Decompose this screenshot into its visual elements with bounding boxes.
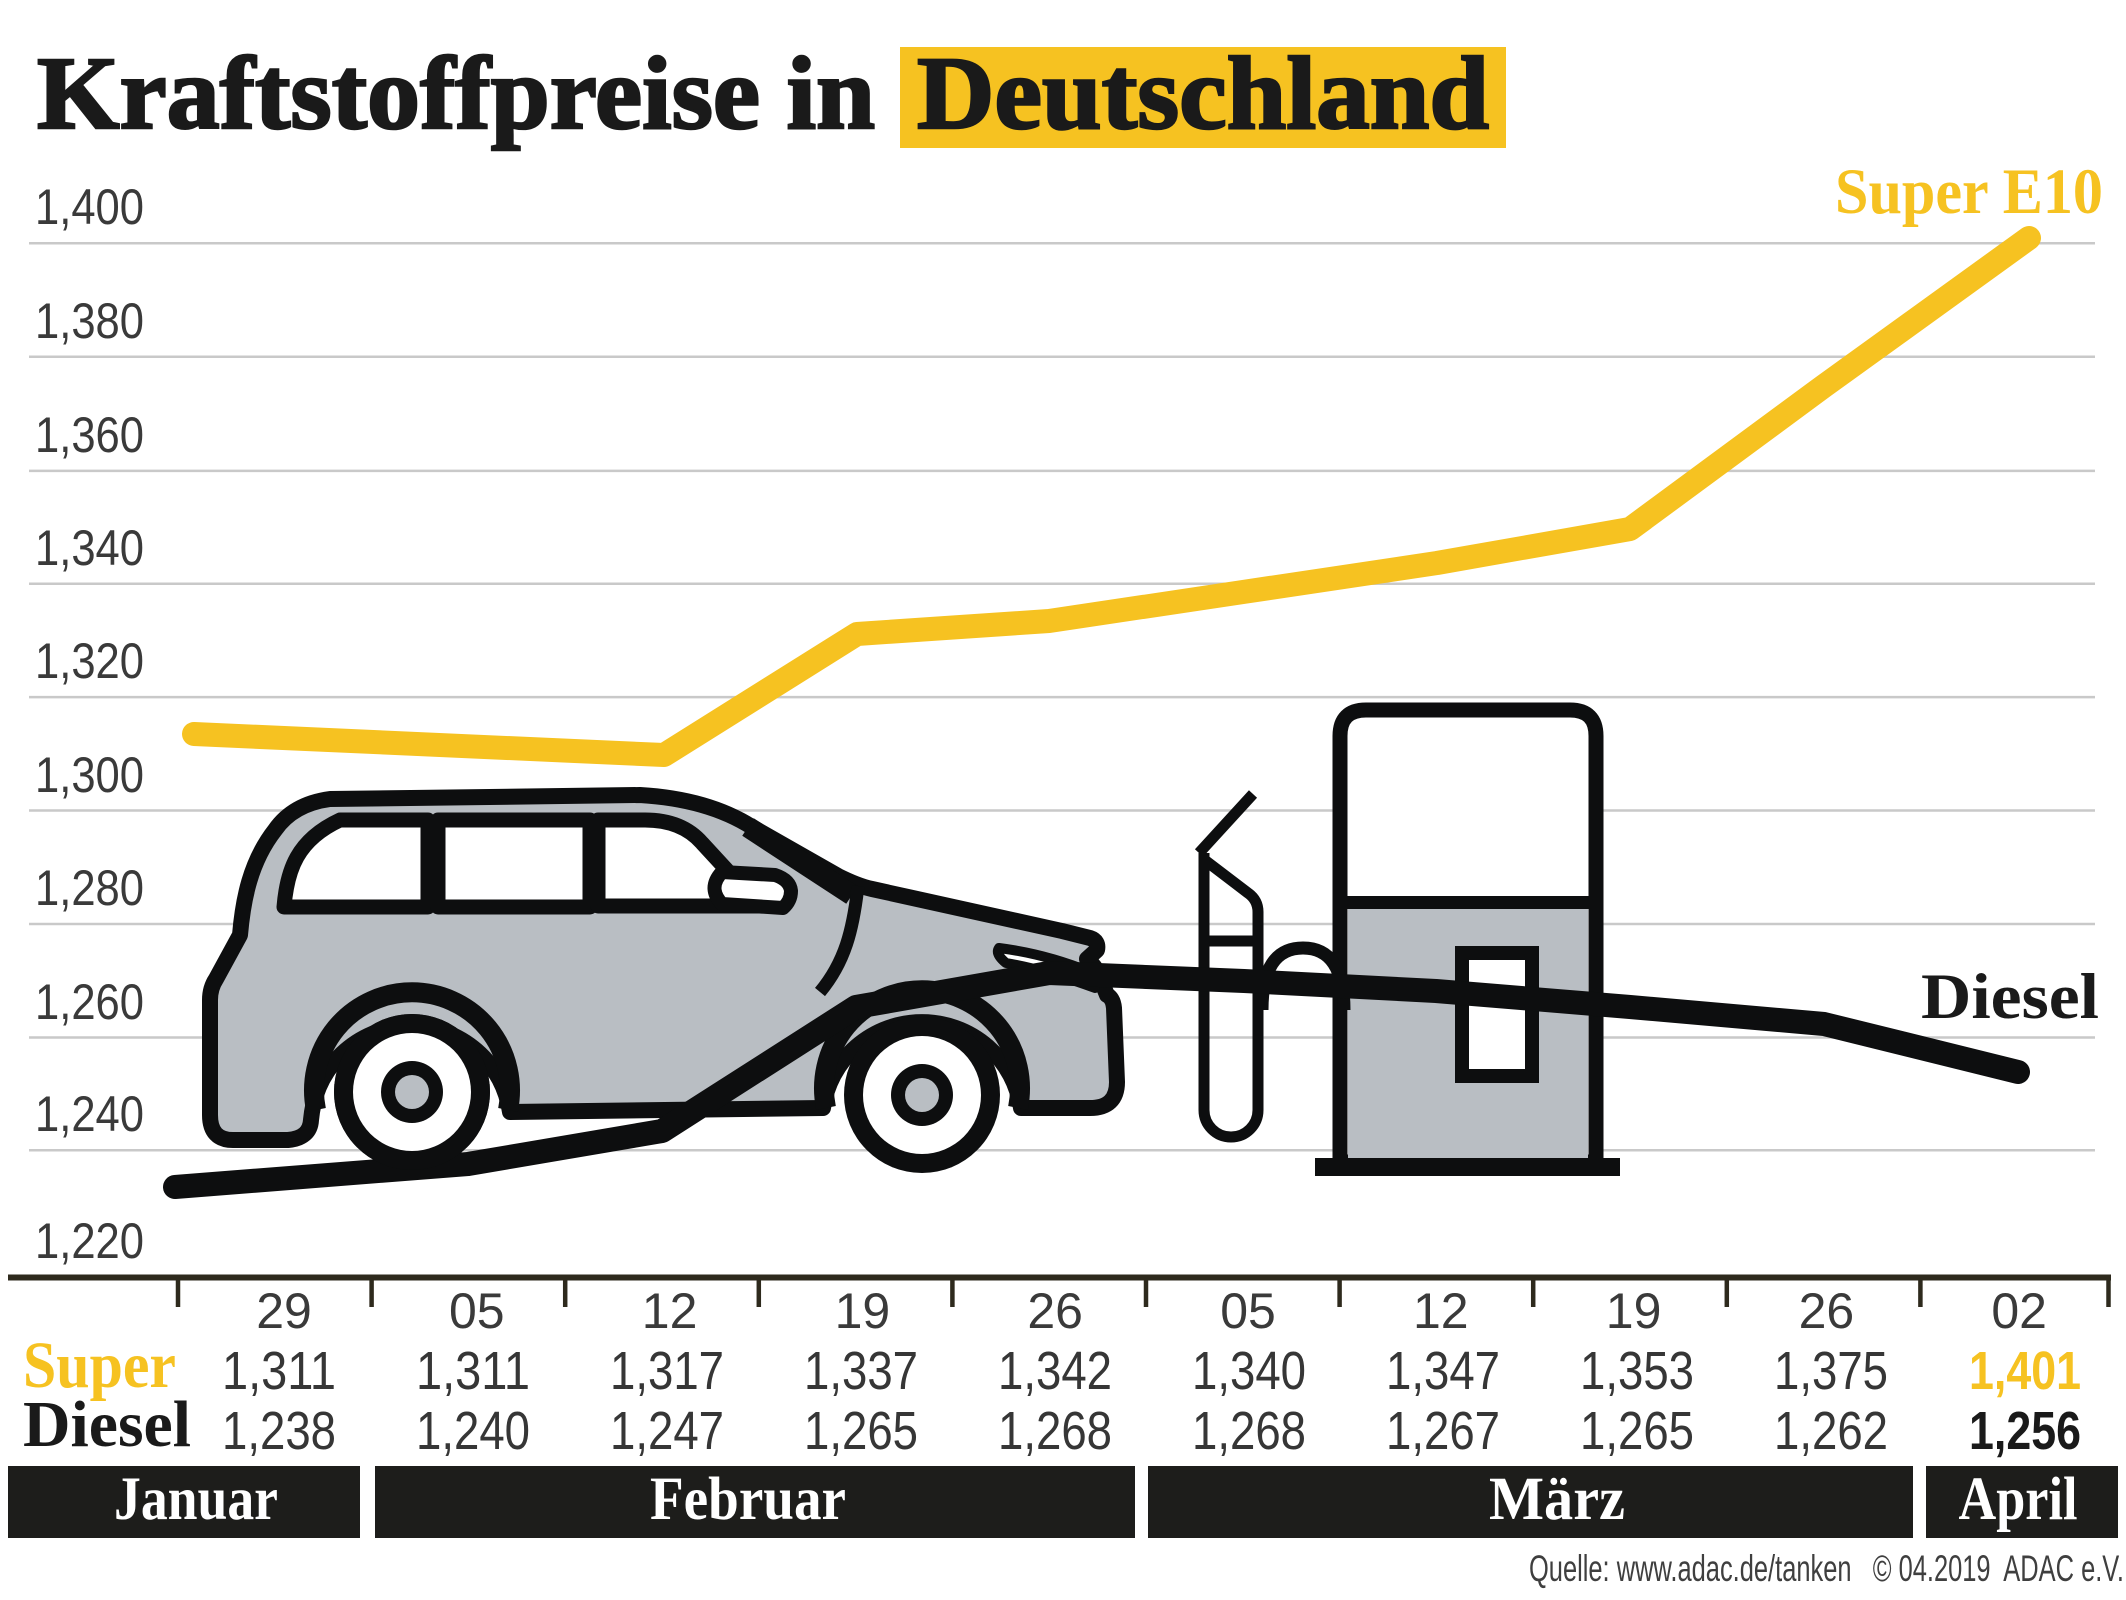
svg-text:1,268: 1,268 xyxy=(998,1401,1112,1461)
svg-text:1,311: 1,311 xyxy=(416,1341,530,1401)
svg-text:Super E10: Super E10 xyxy=(1835,156,2103,228)
svg-text:29: 29 xyxy=(256,1283,312,1339)
svg-text:19: 19 xyxy=(835,1283,891,1339)
svg-text:12: 12 xyxy=(1413,1283,1469,1339)
svg-text:1,311: 1,311 xyxy=(222,1341,336,1401)
svg-text:1,353: 1,353 xyxy=(1580,1341,1694,1401)
svg-text:19: 19 xyxy=(1606,1283,1662,1339)
svg-text:05: 05 xyxy=(449,1283,505,1339)
svg-text:1,400: 1,400 xyxy=(35,179,144,235)
svg-text:1,280: 1,280 xyxy=(35,860,144,916)
svg-text:1,265: 1,265 xyxy=(804,1401,918,1461)
svg-text:1,238: 1,238 xyxy=(222,1401,336,1461)
svg-text:Diesel: Diesel xyxy=(1921,961,2099,1033)
svg-text:1,375: 1,375 xyxy=(1774,1341,1888,1401)
svg-text:1,220: 1,220 xyxy=(35,1213,144,1269)
svg-text:1,342: 1,342 xyxy=(998,1341,1112,1401)
svg-text:Super: Super xyxy=(23,1329,176,1402)
svg-text:Februar: Februar xyxy=(650,1466,846,1533)
svg-text:1,347: 1,347 xyxy=(1386,1341,1500,1401)
svg-text:1,260: 1,260 xyxy=(35,974,144,1030)
svg-text:März: März xyxy=(1489,1466,1625,1533)
svg-text:Deutschland: Deutschland xyxy=(917,36,1489,151)
svg-text:1,262: 1,262 xyxy=(1774,1401,1888,1461)
svg-text:26: 26 xyxy=(1027,1283,1083,1339)
svg-text:1,268: 1,268 xyxy=(1192,1401,1306,1461)
svg-text:1,320: 1,320 xyxy=(35,633,144,689)
svg-text:Quelle: www.adac.de/tanken ©: Quelle: www.adac.de/tanken © 04.2019 ADA… xyxy=(1529,1548,2124,1589)
svg-text:1,401: 1,401 xyxy=(1969,1341,2081,1401)
svg-text:26: 26 xyxy=(1799,1283,1855,1339)
svg-text:1,340: 1,340 xyxy=(1192,1341,1306,1401)
svg-text:1,265: 1,265 xyxy=(1580,1401,1694,1461)
svg-text:Diesel: Diesel xyxy=(23,1388,191,1461)
svg-text:1,247: 1,247 xyxy=(610,1401,724,1461)
svg-text:1,300: 1,300 xyxy=(35,747,144,803)
svg-text:April: April xyxy=(1959,1466,2078,1533)
svg-text:05: 05 xyxy=(1220,1283,1276,1339)
svg-text:1,337: 1,337 xyxy=(804,1341,918,1401)
svg-text:Januar: Januar xyxy=(114,1466,278,1533)
svg-text:1,240: 1,240 xyxy=(416,1401,530,1461)
svg-text:1,380: 1,380 xyxy=(35,293,144,349)
svg-text:1,267: 1,267 xyxy=(1386,1401,1500,1461)
svg-text:Kraftstoffpreise in: Kraftstoffpreise in xyxy=(37,36,875,151)
svg-text:12: 12 xyxy=(642,1283,698,1339)
svg-text:1,256: 1,256 xyxy=(1969,1401,2081,1461)
svg-text:02: 02 xyxy=(1991,1283,2047,1339)
svg-text:1,360: 1,360 xyxy=(35,407,144,463)
svg-text:1,317: 1,317 xyxy=(610,1341,724,1401)
svg-text:1,240: 1,240 xyxy=(35,1086,144,1142)
svg-text:1,340: 1,340 xyxy=(35,520,144,576)
